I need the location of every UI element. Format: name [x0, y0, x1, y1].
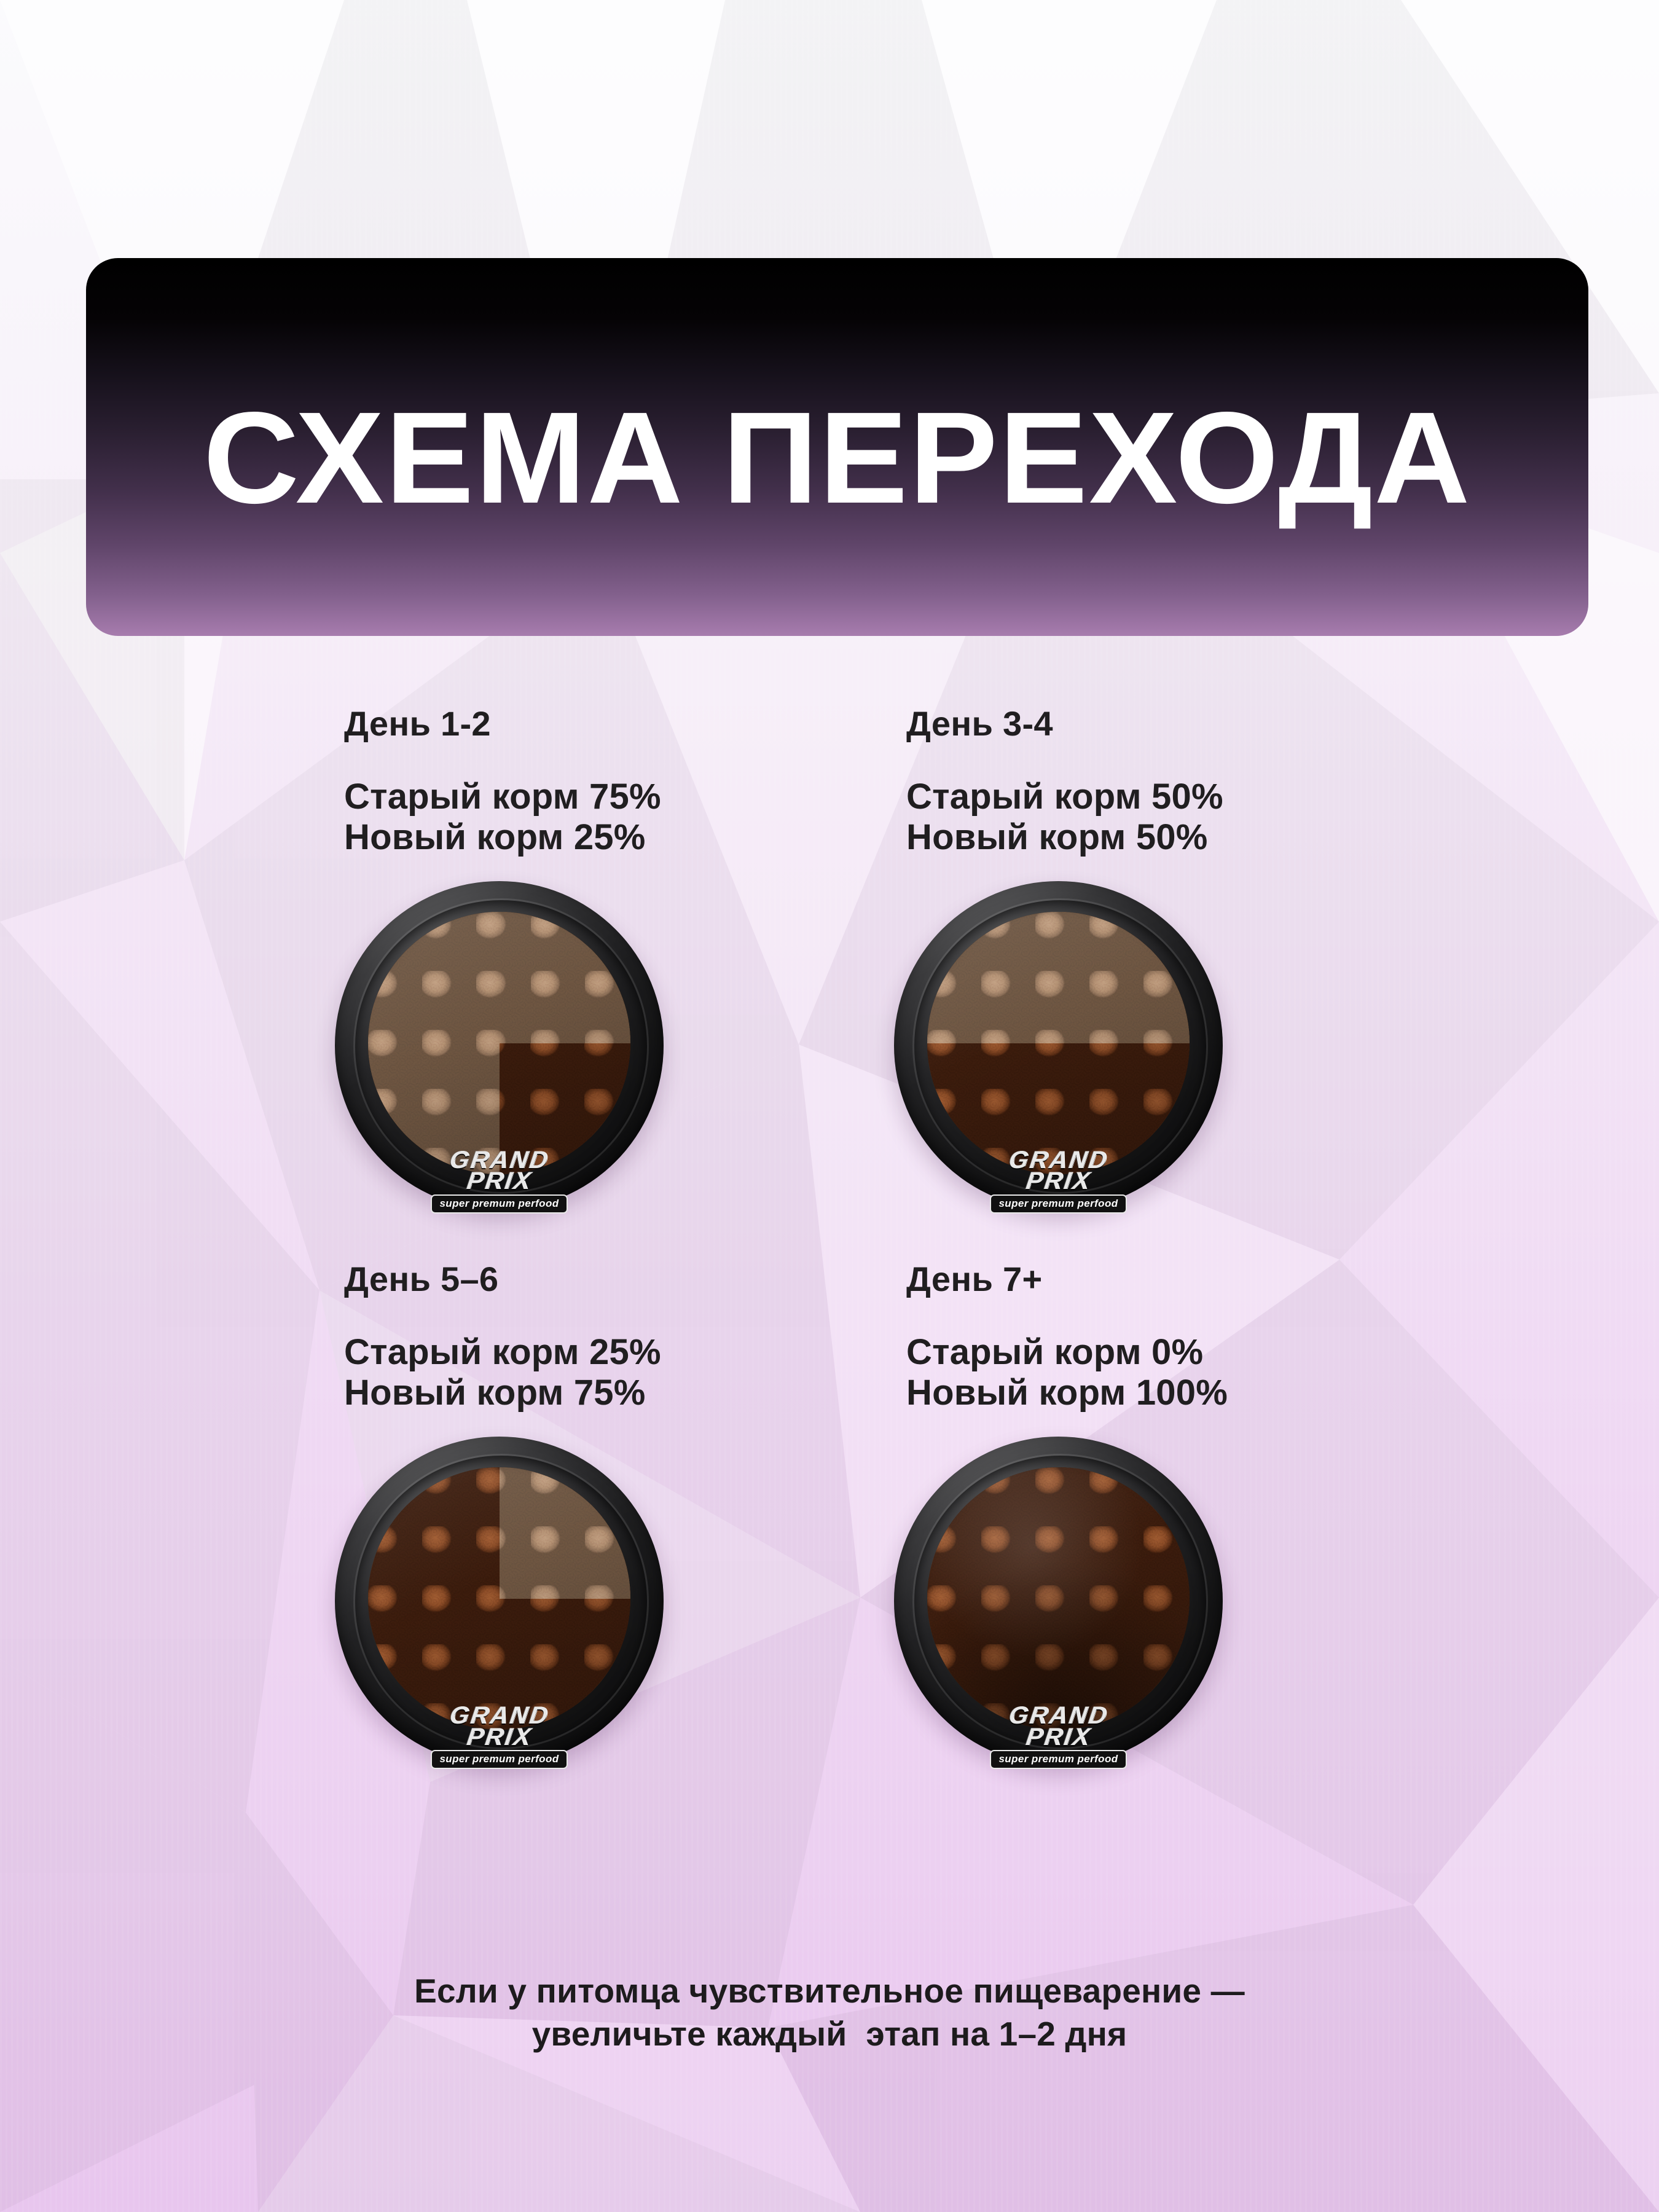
sensitive-digestion-note: Если у питомца чувствительное пищеварени… [0, 1969, 1659, 2056]
bowl-rim-groove [353, 898, 649, 1194]
stage-day-label: День 5–6 [344, 1260, 499, 1299]
new-food-label: Новый корм 25% [344, 817, 646, 858]
stage-row-2: День 5–6 Старый корм 25% Новый корм 75% [0, 1262, 1659, 1781]
stage-mix-1: Старый корм 75% Новый корм 25% [344, 777, 830, 858]
old-food-label: Старый корм 0% [906, 1332, 1204, 1373]
stage-mix-4: Старый корм 0% Новый корм 100% [906, 1332, 1659, 1413]
page-title: СХЕМА ПЕРЕХОДА [203, 384, 1472, 530]
stage-day-5-6: День 5–6 Старый корм 25% Новый корм 75% [0, 1262, 830, 1781]
food-bowl-4: GRAND PRIX super premum perfood [894, 1437, 1223, 1770]
bowl-rim-groove [353, 1454, 649, 1750]
old-food-label: Старый корм 75% [344, 777, 661, 817]
bowl-wrapper-3: GRAND PRIX super premum perfood [335, 1437, 679, 1781]
food-bowl-3: GRAND PRIX super premum perfood [335, 1437, 664, 1770]
bowl-wrapper-2: GRAND PRIX super premum perfood [894, 881, 1238, 1225]
stage-day-3-4: День 3-4 Старый корм 50% Новый корм 50% [830, 707, 1659, 1225]
note-line-1: Если у питомца чувствительное пищеварени… [414, 1972, 1245, 2010]
food-bowl-2: GRAND PRIX super premum perfood [894, 881, 1223, 1214]
stage-row-1: День 1-2 Старый корм 75% Новый корм 25% [0, 707, 1659, 1225]
food-bowl-1: GRAND PRIX super premum perfood [335, 881, 664, 1214]
old-food-label: Старый корм 50% [906, 777, 1223, 817]
bowl-rim-groove [912, 898, 1208, 1194]
stage-day-label: День 3-4 [906, 704, 1053, 743]
stage-day-7-plus: День 7+ Старый корм 0% Новый корм 100% [830, 1262, 1659, 1781]
stage-text-4: День 7+ Старый корм 0% Новый корм 100% [906, 1262, 1659, 1413]
stage-mix-2: Старый корм 50% Новый корм 50% [906, 777, 1659, 858]
new-food-label: Новый корм 100% [906, 1373, 1228, 1413]
new-food-label: Новый корм 50% [906, 817, 1208, 858]
old-food-label: Старый корм 25% [344, 1332, 661, 1373]
bowl-wrapper-1: GRAND PRIX super premum perfood [335, 881, 679, 1225]
stage-text-2: День 3-4 Старый корм 50% Новый корм 50% [906, 707, 1659, 858]
note-line-2: увеличьте каждый этап на 1–2 дня [531, 2015, 1128, 2053]
bowl-wrapper-4: GRAND PRIX super premum perfood [894, 1437, 1238, 1781]
stage-text-3: День 5–6 Старый корм 25% Новый корм 75% [344, 1262, 830, 1413]
stage-day-label: День 1-2 [344, 704, 491, 743]
stage-mix-3: Старый корм 25% Новый корм 75% [344, 1332, 830, 1413]
transition-stages: День 1-2 Старый корм 75% Новый корм 25% [0, 707, 1659, 1781]
header-banner: СХЕМА ПЕРЕХОДА [86, 258, 1588, 636]
stage-day-label: День 7+ [906, 1260, 1043, 1299]
stage-day-1-2: День 1-2 Старый корм 75% Новый корм 25% [0, 707, 830, 1225]
bowl-rim-groove [912, 1454, 1208, 1750]
new-food-label: Новый корм 75% [344, 1373, 646, 1413]
stage-text-1: День 1-2 Старый корм 75% Новый корм 25% [344, 707, 830, 858]
